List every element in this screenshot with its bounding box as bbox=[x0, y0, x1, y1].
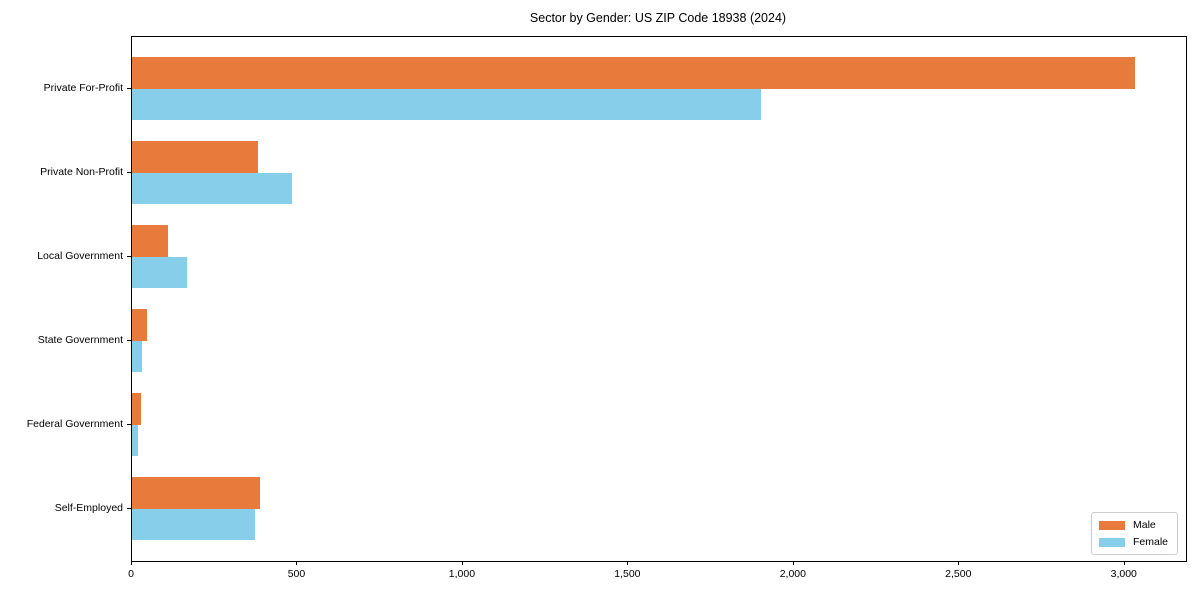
y-tick-label-local-government: Local Government bbox=[37, 250, 123, 262]
legend: Male Female bbox=[1090, 512, 1178, 555]
bar-female-local-government bbox=[132, 257, 187, 288]
y-tick-mark bbox=[127, 340, 131, 341]
x-tick-mark bbox=[1123, 561, 1125, 565]
x-tick-label-1500: 1,500 bbox=[614, 568, 641, 580]
plot-area: Male Female bbox=[131, 36, 1187, 562]
y-tick-mark bbox=[127, 172, 131, 173]
y-tick-label-state-government: State Government bbox=[37, 334, 123, 346]
x-tick-label-1000: 1,000 bbox=[448, 568, 476, 580]
bar-female-private-non-profit bbox=[132, 173, 292, 204]
y-tick-mark bbox=[127, 88, 131, 89]
chart-title: Sector by Gender: US ZIP Code 18938 (202… bbox=[529, 11, 787, 25]
bar-female-federal-government bbox=[132, 425, 138, 456]
x-tick-mark bbox=[296, 561, 298, 565]
bar-female-self-employed bbox=[132, 509, 256, 540]
bar-male-self-employed bbox=[132, 477, 261, 509]
x-tick-mark bbox=[958, 561, 960, 565]
legend-item-male: Male bbox=[1098, 519, 1168, 531]
x-tick-mark bbox=[461, 561, 463, 565]
bar-male-private-non-profit bbox=[132, 141, 259, 173]
x-tick-mark bbox=[131, 561, 132, 565]
legend-item-female: Female bbox=[1098, 536, 1168, 548]
legend-label-female: Female bbox=[1132, 536, 1168, 548]
bar-male-local-government bbox=[132, 225, 168, 257]
y-tick-label-private-non-profit: Private Non-Profit bbox=[40, 166, 123, 178]
legend-swatch-male bbox=[1098, 520, 1125, 530]
bar-male-federal-government bbox=[132, 393, 141, 425]
y-tick-mark bbox=[127, 424, 131, 425]
legend-swatch-female bbox=[1098, 537, 1125, 547]
x-tick-label-3000: 3,000 bbox=[1110, 568, 1137, 580]
x-tick-label-0: 0 bbox=[128, 568, 134, 580]
bar-male-private-for-profit bbox=[132, 57, 1135, 89]
bar-male-state-government bbox=[132, 309, 147, 341]
x-tick-mark bbox=[627, 561, 629, 565]
y-tick-label-self-employed: Self-Employed bbox=[54, 502, 123, 514]
bar-female-state-government bbox=[132, 341, 142, 372]
y-tick-label-federal-government: Federal Government bbox=[26, 418, 123, 430]
y-tick-mark bbox=[127, 508, 131, 509]
x-tick-mark bbox=[792, 561, 794, 565]
x-tick-label-500: 500 bbox=[287, 568, 306, 580]
bar-female-private-for-profit bbox=[132, 89, 761, 120]
legend-label-male: Male bbox=[1132, 519, 1156, 531]
y-tick-label-private-for-profit: Private For-Profit bbox=[43, 82, 123, 94]
y-tick-mark bbox=[127, 256, 131, 257]
x-tick-label-2000: 2,000 bbox=[779, 568, 806, 580]
x-tick-label-2500: 2,500 bbox=[945, 568, 972, 580]
